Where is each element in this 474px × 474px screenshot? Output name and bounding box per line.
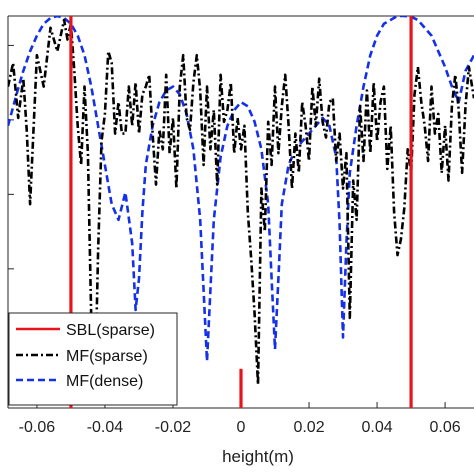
legend-item-sbl-sparse: SBL(sparse): [16, 322, 155, 339]
series-layer: [8, 16, 474, 408]
x-tick-label: -0.04: [87, 419, 124, 436]
series-line-mf-sparse: [8, 18, 474, 406]
x-tick-label: 0.04: [361, 419, 392, 436]
x-tick-label: 0.02: [293, 419, 324, 436]
series-line-mf-dense: [8, 16, 474, 363]
legend: SBL(sparse) MF(sparse) MF(dense): [8, 312, 178, 406]
legend-label-mf-dense: MF(dense): [66, 373, 143, 390]
x-tick-label: -0.02: [155, 419, 192, 436]
x-axis-title: height(m): [222, 447, 294, 466]
legend-item-mf-dense: MF(dense): [16, 373, 143, 390]
legend-label-mf-sparse: MF(sparse): [66, 348, 148, 365]
x-axis-tick-labels: -0.06 -0.04 -0.02 0 0.02 0.04 0.06: [19, 419, 461, 436]
legend-label-sbl-sparse: SBL(sparse): [66, 322, 155, 339]
legend-item-mf-sparse: MF(sparse): [16, 348, 148, 365]
x-tick-label: 0.06: [430, 419, 461, 436]
x-tick-label: -0.06: [19, 419, 56, 436]
legend-box: [8, 312, 178, 406]
x-tick-label: 0: [237, 419, 246, 436]
